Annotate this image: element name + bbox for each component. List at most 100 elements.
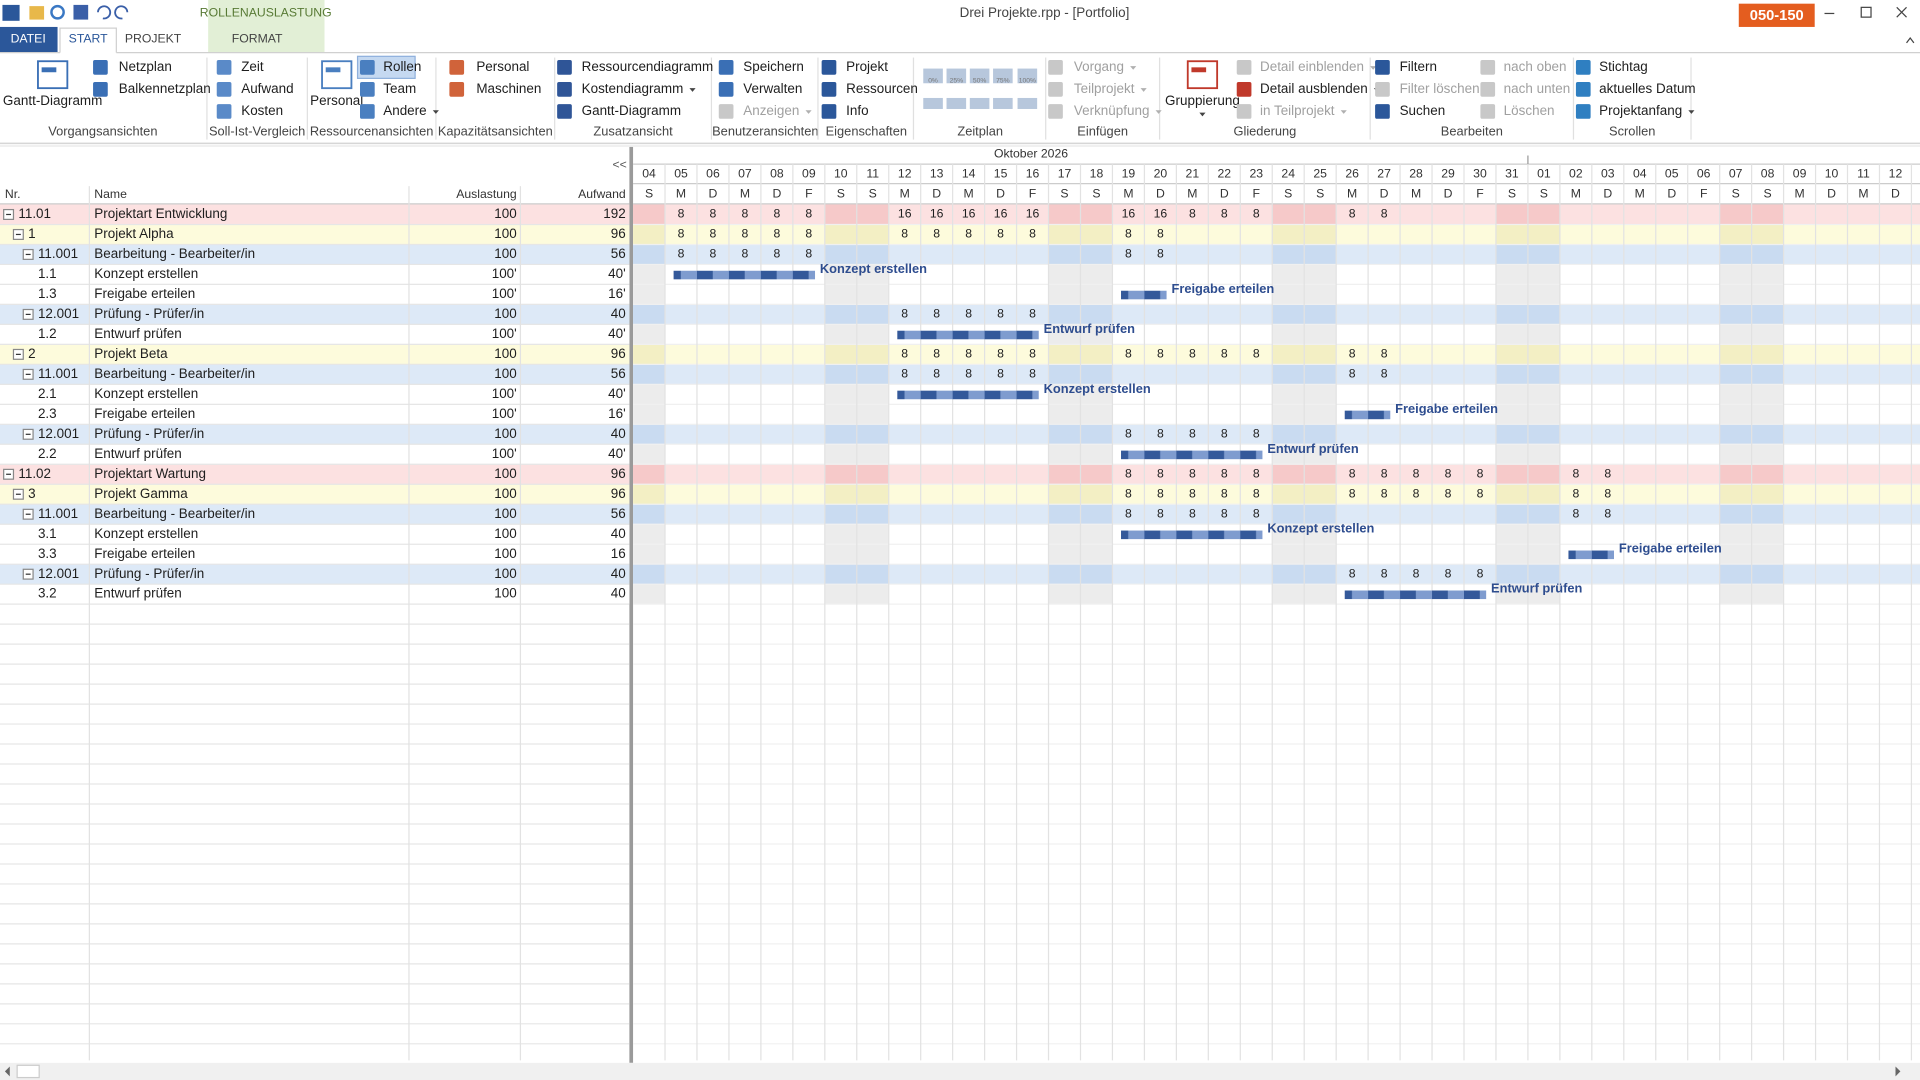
tab[interactable]: FORMAT <box>232 31 283 45</box>
hours-cell: 8 <box>1221 506 1228 520</box>
task-bar[interactable] <box>673 270 816 280</box>
ribbon-button[interactable]: Maschinen <box>476 81 541 96</box>
ribbon-button[interactable]: Kosten <box>241 103 283 118</box>
ribbon-button[interactable]: Projekt <box>846 59 888 74</box>
zoom-button[interactable]: 100% <box>1019 78 1036 85</box>
ribbon-button[interactable]: in Teilprojekt <box>1260 103 1335 118</box>
task-bar[interactable] <box>1121 290 1167 300</box>
ribbon-button[interactable]: Filter löschen <box>1400 81 1480 96</box>
big-button[interactable]: Gantt-Diagramm <box>3 93 102 108</box>
scroll-arrow[interactable] <box>4 1066 10 1077</box>
ribbon-button[interactable]: Ressourcendiagramm <box>582 59 714 74</box>
day-label: 29 <box>1441 167 1455 181</box>
ribbon-button[interactable]: Teilprojekt <box>1074 81 1135 96</box>
ribbon-button[interactable]: Vorgang <box>1074 59 1124 74</box>
ribbon-button[interactable]: nach oben <box>1504 59 1567 74</box>
hours-cell: 8 <box>1381 467 1388 481</box>
ribbon-button[interactable]: Verknüpfung <box>1074 103 1150 118</box>
hours-cell: 8 <box>997 367 1004 381</box>
zoom-button[interactable]: 75% <box>996 78 1009 85</box>
row-bg <box>0 304 630 325</box>
task-bar[interactable] <box>1121 530 1263 540</box>
collapse-button[interactable]: << <box>612 158 626 172</box>
window-title: Drei Projekte.rpp - [Portfolio] <box>960 5 1130 20</box>
task-bar[interactable] <box>1568 550 1614 560</box>
weekend-cell <box>1527 424 1560 445</box>
tab[interactable]: PROJEKT <box>125 31 182 45</box>
ribbon-button[interactable]: Netzplan <box>119 59 172 74</box>
column-header[interactable]: Auslastung <box>456 187 517 201</box>
ribbon-button[interactable]: Kostendiagramm <box>582 81 684 96</box>
day-label: 19 <box>1122 167 1136 181</box>
ribbon-button[interactable]: Filtern <box>1400 59 1437 74</box>
ribbon-button[interactable]: Info <box>846 103 868 118</box>
weekend-cell <box>1751 304 1784 325</box>
hours-cell: 8 <box>1572 467 1579 481</box>
hours-cell: 8 <box>1413 467 1420 481</box>
ribbon-button[interactable]: Löschen <box>1504 103 1555 118</box>
task-bar[interactable] <box>1344 410 1391 420</box>
weekend-cell <box>1527 584 1560 605</box>
window-controls[interactable] <box>1824 6 1915 44</box>
cell-name: Entwurf prüfen <box>94 446 181 461</box>
ribbon-button[interactable]: aktuelles Datum <box>1599 81 1695 96</box>
tab[interactable]: START <box>69 31 108 45</box>
ribbon-button[interactable]: Anzeigen <box>743 103 799 118</box>
ribbon-button[interactable]: Stichtag <box>1599 59 1648 74</box>
big-button[interactable]: Gruppierung <box>1165 93 1240 108</box>
weekend-cell <box>1495 444 1528 465</box>
weekend-cell <box>1751 364 1784 385</box>
cell-nr: 1.2 <box>38 326 57 341</box>
day-label: 09 <box>1793 167 1807 181</box>
ribbon-button[interactable]: Detail einblenden <box>1260 59 1364 74</box>
bar-label: Freigabe erteilen <box>1171 281 1274 296</box>
ribbon-button[interactable]: nach unten <box>1504 81 1571 96</box>
cell-nr: 12.001 <box>38 426 79 441</box>
weekend-cell <box>633 544 666 565</box>
hours-cell: 8 <box>933 227 940 241</box>
column-header[interactable]: Aufwand <box>578 187 626 201</box>
tab[interactable]: DATEI <box>11 31 46 45</box>
ribbon-button[interactable]: Rollen <box>383 59 421 74</box>
weekend-cell <box>1080 204 1113 225</box>
row-bg <box>0 584 630 605</box>
splitter[interactable] <box>629 146 634 1063</box>
ribbon-button[interactable]: Gantt-Diagramm <box>582 103 681 118</box>
dropdown-arrow <box>1340 110 1347 114</box>
task-bar[interactable] <box>897 330 1039 340</box>
ribbon-button[interactable]: Aufwand <box>241 81 293 96</box>
scroll-arrow[interactable] <box>1895 1066 1901 1077</box>
hours-cell: 8 <box>1157 467 1164 481</box>
weekend-cell <box>1048 464 1081 485</box>
ribbon-button[interactable]: Personal <box>476 59 529 74</box>
ribbon-button[interactable]: Team <box>383 81 416 96</box>
task-bar[interactable] <box>897 390 1039 400</box>
cell-load: 100 <box>494 306 516 321</box>
ribbon-button[interactable]: Detail ausblenden <box>1260 81 1368 96</box>
scroll-thumb[interactable] <box>16 1064 40 1079</box>
ribbon-button[interactable]: Suchen <box>1400 103 1446 118</box>
ribbon-button[interactable]: Verwalten <box>743 81 802 96</box>
scrollbar[interactable] <box>0 1062 1920 1080</box>
row-bg <box>0 204 630 225</box>
task-bar[interactable] <box>1344 590 1487 600</box>
zoom-button[interactable]: 0% <box>928 78 938 85</box>
ribbon-button[interactable]: Balkennetzplan <box>119 81 211 96</box>
column-header[interactable]: Name <box>94 187 127 201</box>
ribbon-group-label: Benutzeransichten <box>712 124 818 139</box>
ribbon-button[interactable]: Zeit <box>241 59 264 74</box>
ribbon-button[interactable]: Ressourcen <box>846 81 918 96</box>
column-header[interactable]: Nr. <box>5 187 21 201</box>
ribbon-button[interactable]: Projektanfang <box>1599 103 1682 118</box>
ribbon-button[interactable]: Andere <box>383 103 426 118</box>
ribbon-group-label: Bearbeiten <box>1441 124 1503 139</box>
weekend-cell <box>1495 284 1528 305</box>
ribbon-button[interactable]: Speichern <box>743 59 804 74</box>
task-bar[interactable] <box>1121 450 1263 460</box>
big-button[interactable]: Personal <box>310 93 363 108</box>
weekend-cell <box>1719 204 1752 225</box>
zoom-button[interactable]: 50% <box>973 78 986 85</box>
context-tab: ROLLENAUSLASTUNG <box>200 6 332 20</box>
weekend-cell <box>856 324 889 345</box>
zoom-button[interactable]: 25% <box>950 78 963 85</box>
